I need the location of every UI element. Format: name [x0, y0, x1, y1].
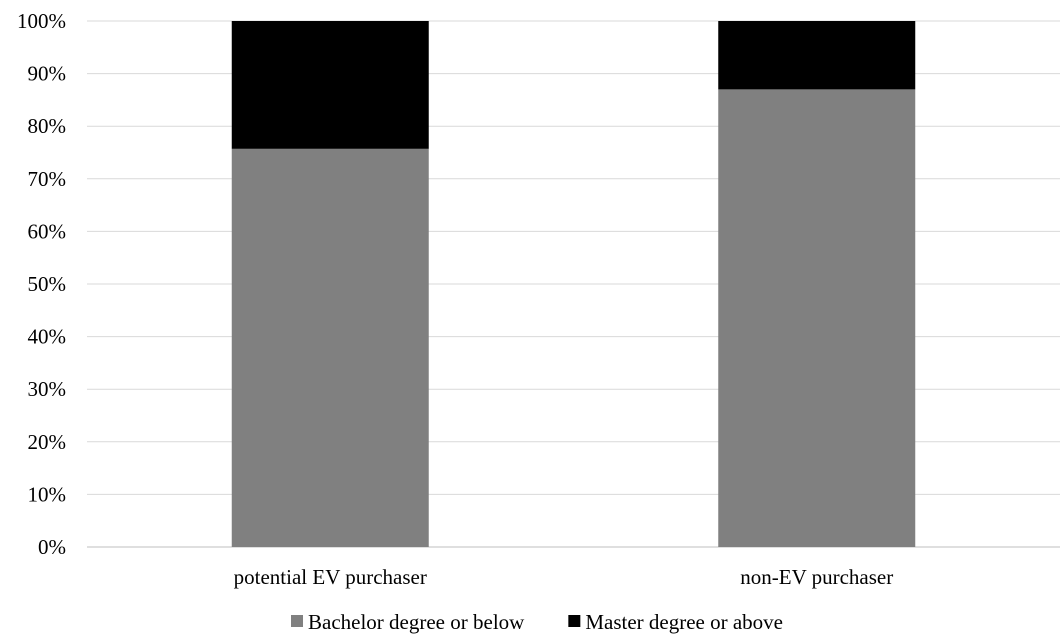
y-tick-label: 80% [28, 114, 67, 138]
bar-segment [718, 89, 916, 547]
y-tick-label: 90% [28, 62, 67, 86]
x-category-label: non-EV purchaser [740, 565, 893, 589]
y-tick-label: 50% [28, 272, 67, 296]
x-category-label: potential EV purchaser [234, 565, 427, 589]
y-axis-tick-labels: 0% 10% 20% 30% 40% 50% 60% 70% 80% 90% 100% [17, 9, 66, 559]
bar-segment [231, 148, 429, 547]
y-tick-label: 10% [28, 482, 67, 506]
legend-swatch [568, 615, 581, 627]
legend: Bachelor degree or below Master degree or… [291, 610, 783, 634]
y-tick-label: 60% [28, 219, 67, 243]
legend-label: Bachelor degree or below [308, 610, 525, 634]
y-tick-label: 0% [38, 535, 66, 559]
bar-segment [718, 21, 916, 90]
bar-segment [231, 21, 429, 149]
bars [231, 21, 916, 547]
y-tick-label: 20% [28, 430, 67, 454]
legend-swatch [291, 615, 304, 627]
y-tick-label: 70% [28, 167, 67, 191]
legend-item: Bachelor degree or below [291, 610, 525, 634]
y-tick-label: 100% [17, 9, 66, 33]
x-axis: potential EV purchaser non-EV purchaser [234, 565, 894, 589]
y-tick-label: 30% [28, 377, 67, 401]
legend-item: Master degree or above [568, 610, 783, 634]
y-tick-label: 40% [28, 325, 67, 349]
legend-label: Master degree or above [585, 610, 783, 634]
